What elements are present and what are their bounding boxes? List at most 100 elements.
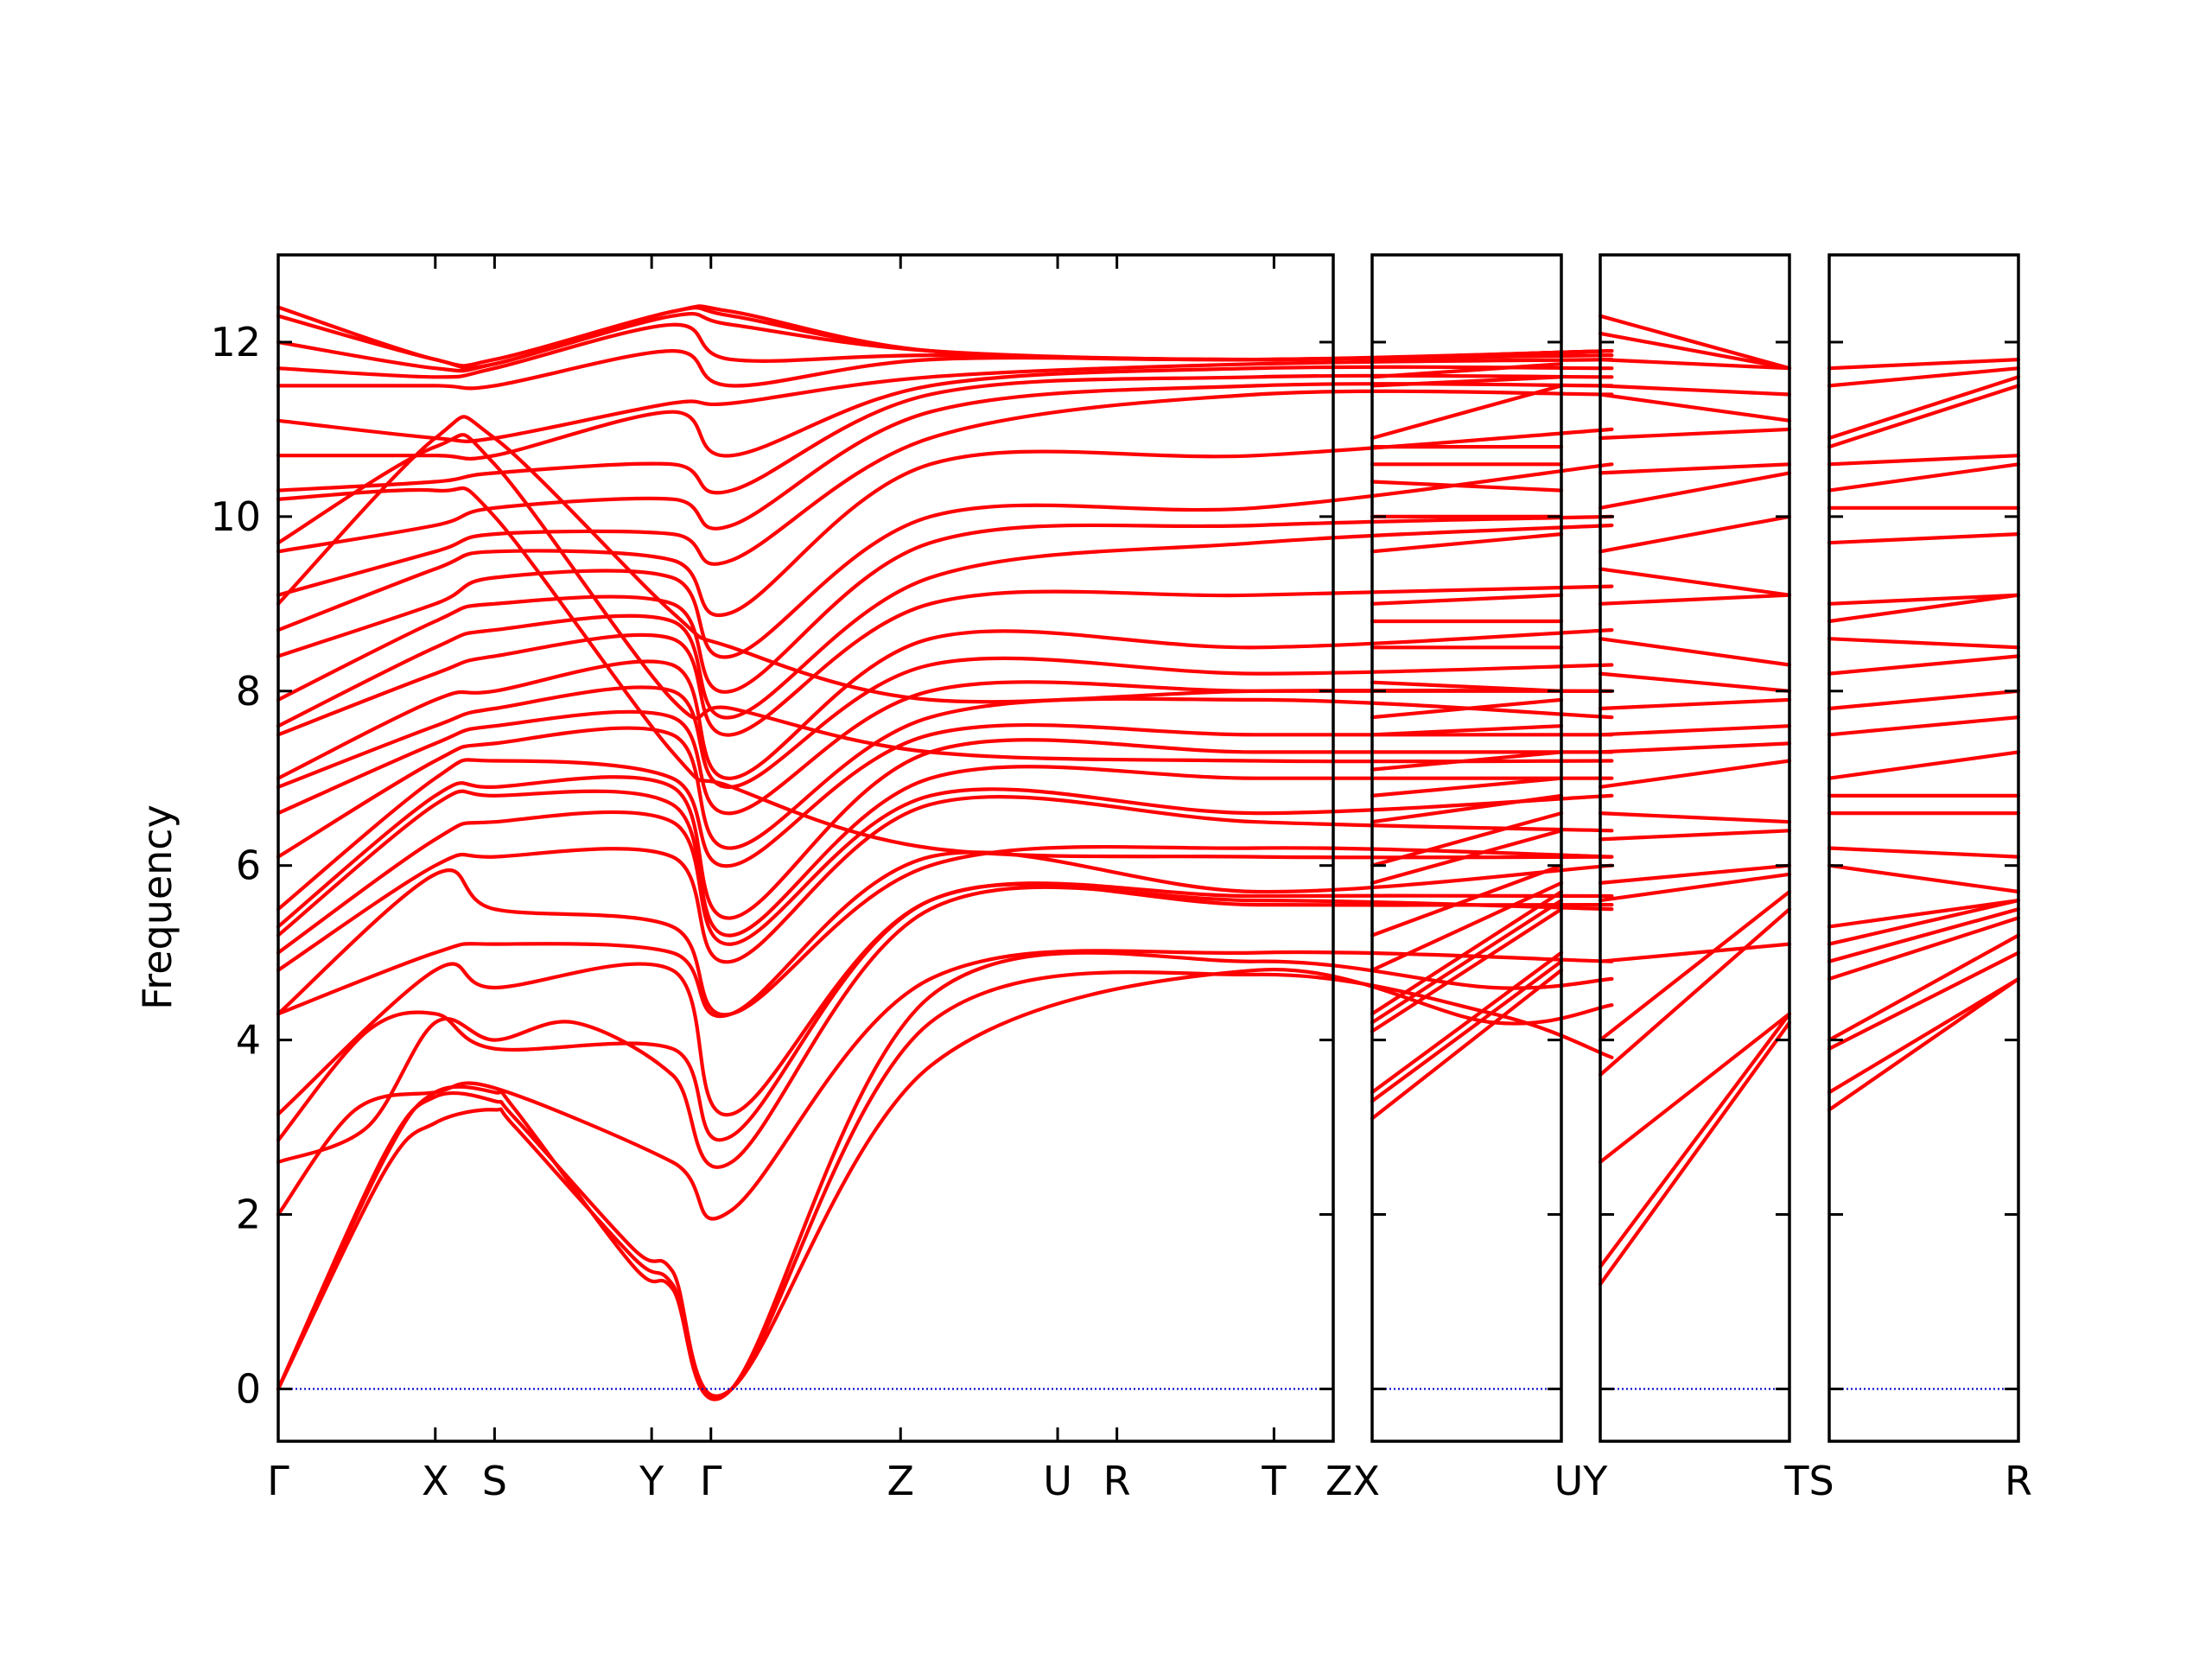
band-line-panel3-13 (1598, 724, 1792, 737)
band-line-panel3-24 (1598, 384, 1792, 397)
band-line-panel3-19 (1598, 514, 1792, 554)
band-line-panel3-11 (1598, 759, 1792, 789)
band-line-panel1-21 (276, 514, 1614, 702)
band-line-panel4-23 (1827, 454, 2021, 467)
band-line-panel4-1 (1827, 976, 2021, 1112)
y-tick-label-0: 0 (236, 1365, 261, 1412)
band-line-panel1-34 (276, 415, 1614, 704)
band-line-panel2-19 (1370, 593, 1564, 606)
band-line-panel4-22 (1827, 462, 2021, 493)
band-line-panel3-1 (1598, 1020, 1792, 1287)
band-line-panel2-7 (1370, 880, 1564, 972)
band-line-panel4-15 (1827, 689, 2021, 711)
band-line-panel2-9 (1370, 829, 1564, 885)
band-line-panel2-22 (1370, 480, 1564, 493)
x-tick-label-12: TS (1783, 1458, 1834, 1504)
band-line-panel1-22 (276, 462, 1614, 659)
band-line-panel2-25 (1370, 384, 1564, 441)
band-line-panel4-25 (1827, 375, 2021, 441)
band-line-panel2-5 (1370, 899, 1564, 1025)
x-tick-label-5: Γ (700, 1458, 722, 1504)
x-tick-label-4: Y (639, 1458, 664, 1504)
band-line-panel1-12 (276, 765, 1614, 938)
band-line-panel3-15 (1598, 671, 1792, 693)
x-tick-label-2: X (422, 1458, 449, 1504)
x-tick-label-13: R (2005, 1458, 2032, 1504)
band-line-panel2-6 (1370, 889, 1564, 1016)
x-tick-label-6: Z (887, 1458, 914, 1504)
band-line-panel3-3 (1598, 1012, 1792, 1164)
band-line-panel2-16 (1370, 680, 1564, 693)
band-line-panel4-2 (1827, 976, 2021, 1095)
band-line-panel2-4 (1370, 907, 1564, 1033)
band-line-panel3-2 (1598, 1012, 1792, 1269)
band-line-panel2-28 (1370, 353, 1564, 362)
band-line-panel1-3 (276, 950, 1614, 1402)
band-line-panel4-8 (1827, 899, 2021, 929)
band-line-panel1-7 (276, 881, 1614, 1117)
band-line-panel3-22 (1598, 427, 1792, 441)
band-line-panel3-16 (1598, 637, 1792, 667)
x-tick-labels: Γ X S Y Γ Z U R T ZX UY TS R (267, 1458, 2032, 1504)
band-line-panel4-13 (1827, 750, 2021, 780)
band-line-panel4-14 (1827, 715, 2021, 737)
band-line-panel3-6 (1598, 942, 1792, 963)
band-line-panel3-25 (1598, 358, 1792, 371)
band-line-panel4-9 (1827, 863, 2021, 894)
axis-ticks (278, 255, 2018, 1441)
band-line-panel4-6 (1827, 907, 2021, 963)
axes-frame-panel3 (1599, 253, 1791, 1443)
band-line-panel1-19 (276, 584, 1614, 737)
band-line-panel2-20 (1370, 532, 1564, 554)
band-line-panel4-3 (1827, 950, 2021, 1051)
band-line-panel4-5 (1827, 916, 2021, 981)
y-tick-label-6: 6 (236, 842, 261, 889)
band-line-panel3-17 (1598, 593, 1792, 606)
band-line-panel1-4 (276, 949, 1614, 1221)
y-axis-label: Frequency (134, 804, 181, 1010)
x-tick-label-3: S (482, 1458, 507, 1504)
y-tick-label-8: 8 (236, 668, 261, 715)
band-line-panel1-24 (276, 389, 1614, 597)
band-line-panel1-35 (276, 433, 1614, 764)
y-tick-label-4: 4 (236, 1017, 261, 1064)
band-line-panel1-18 (276, 628, 1614, 780)
band-line-panel4-27 (1827, 358, 2021, 371)
band-line-panel3-18 (1598, 567, 1792, 597)
x-tick-label-1: Γ (267, 1458, 289, 1504)
band-line-panel1-23 (276, 427, 1614, 632)
axes-frame-panel4 (1827, 253, 2020, 1443)
band-line-panel1-9 (276, 844, 1614, 1017)
band-line-panel3-5 (1598, 889, 1792, 1042)
band-line-panel1-15 (276, 696, 1614, 859)
band-line-panel2-8 (1370, 863, 1564, 938)
band-line-panel1-5 (276, 885, 1614, 1169)
band-line-panel1-11 (276, 787, 1614, 955)
band-line-panel3-7 (1598, 872, 1792, 903)
band-line-panel2-3 (1370, 950, 1564, 1095)
band-line-panel1-2 (276, 970, 1614, 1399)
band-line-panel4-16 (1827, 654, 2021, 676)
band-line-panel3-21 (1598, 462, 1792, 475)
band-line-panel3-27 (1598, 314, 1792, 371)
y-tick-label-2: 2 (236, 1192, 261, 1238)
axes-frame-panel1 (276, 253, 1335, 1443)
band-line-panel2-12 (1370, 776, 1564, 798)
band-line-panel1-10 (276, 795, 1614, 972)
band-line-panel2-10 (1370, 811, 1564, 868)
band-line-panel4-17 (1827, 637, 2021, 650)
band-line-panel3-8 (1598, 863, 1792, 885)
band-line-panel3-23 (1598, 392, 1792, 423)
band-line-panel3-9 (1598, 829, 1792, 842)
band-line-panel4-10 (1827, 846, 2021, 859)
band-line-panel2-15 (1370, 697, 1564, 720)
x-tick-label-11: UY (1554, 1458, 1609, 1504)
band-line-panel1-36 (276, 486, 1614, 860)
band-line-panel3-12 (1598, 741, 1792, 754)
band-line-panel2-14 (1370, 724, 1564, 737)
band-lines (276, 304, 2021, 1402)
band-line-panel3-20 (1598, 471, 1792, 510)
band-line-panel1-33 (276, 304, 1614, 368)
band-line-panel1-26 (276, 373, 1614, 495)
